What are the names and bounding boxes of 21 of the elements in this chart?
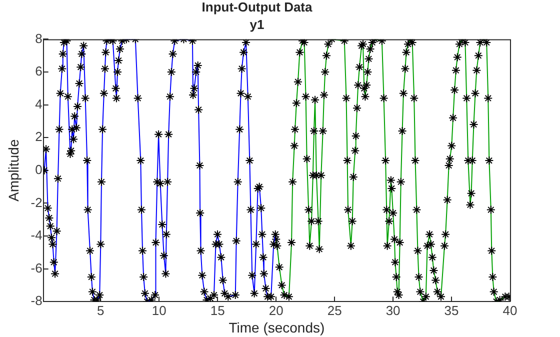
x-axis-title: Time (seconds) <box>228 319 325 336</box>
y-tick-label: 4 <box>35 96 42 112</box>
y-tick-label: -4 <box>30 228 42 243</box>
chart-subtitle: y1 <box>250 16 264 32</box>
x-tick-label: 25 <box>327 302 342 318</box>
x-tick-label: 5 <box>97 302 104 318</box>
y-tick-label: 0 <box>35 162 42 177</box>
y-tick-label: -8 <box>30 293 42 308</box>
y-tick-label: 2 <box>35 129 42 144</box>
chart-title: Input-Output Data <box>202 0 313 14</box>
x-tick-label: 15 <box>210 302 225 318</box>
y-axis-title: Amplitude <box>5 139 22 202</box>
y-tick-label: -6 <box>30 260 42 276</box>
x-tick-label: 30 <box>386 302 400 318</box>
x-tick-label: 40 <box>502 302 518 318</box>
x-tick-label: 20 <box>268 302 284 318</box>
y-tick-label: 6 <box>35 64 42 79</box>
y-tick-label: 8 <box>35 30 42 46</box>
y-tick-label: -2 <box>30 194 42 210</box>
x-tick-label: 10 <box>152 302 166 318</box>
x-tick-label: 35 <box>444 302 459 318</box>
